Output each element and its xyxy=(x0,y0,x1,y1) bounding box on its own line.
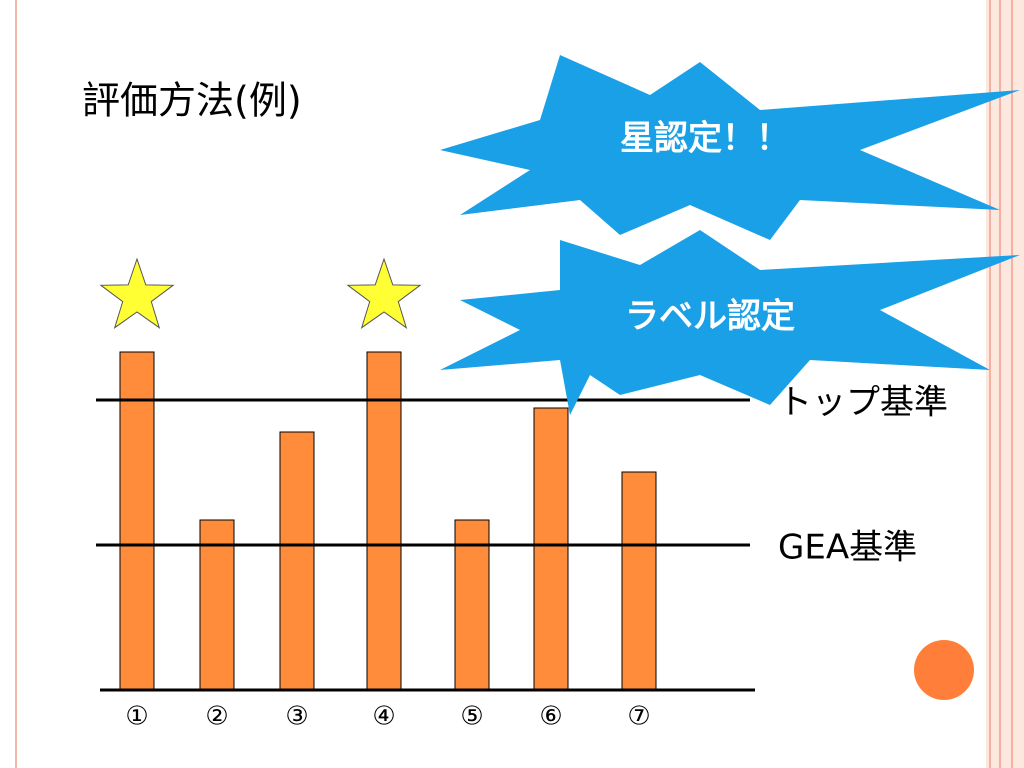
callout-label-cert: ラベル認定 xyxy=(440,230,1020,415)
bar xyxy=(533,407,569,691)
x-tick-label: ⑥ xyxy=(539,702,562,732)
callout-star: 星認定！！ xyxy=(440,55,1020,240)
reference-label: GEA基準 xyxy=(778,528,917,568)
x-tick-label: ② xyxy=(205,702,228,732)
decor-circle xyxy=(914,640,974,700)
bar xyxy=(621,471,657,691)
x-tick-label: ⑦ xyxy=(627,702,650,732)
slide-title: 評価方法(例) xyxy=(82,79,302,123)
plot: ① ② ③ ④ ⑤ ⑥ ⑦ トップ基準 GEA基準 xyxy=(96,257,948,732)
x-tick-label: ① xyxy=(125,702,148,732)
border-right xyxy=(986,0,1024,768)
burst xyxy=(440,55,1020,240)
x-tick-label: ⑤ xyxy=(460,702,483,732)
callout-label: ラベル認定 xyxy=(625,297,795,337)
bar xyxy=(279,431,315,691)
bar xyxy=(199,519,235,691)
x-tick-label: ③ xyxy=(285,702,308,732)
callout-label: 星認定！！ xyxy=(620,119,790,159)
star xyxy=(99,257,175,329)
star xyxy=(346,257,422,329)
bar xyxy=(366,351,402,691)
burst xyxy=(440,230,1020,415)
reference-label: トップ基準 xyxy=(778,383,948,423)
x-tick-label: ④ xyxy=(372,702,395,732)
bar xyxy=(119,351,155,691)
